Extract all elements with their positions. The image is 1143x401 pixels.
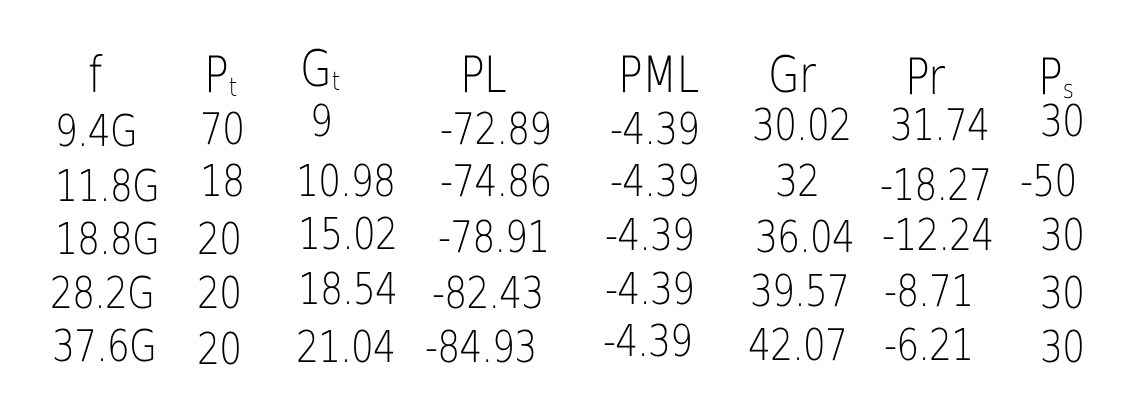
- cell-f: 11.8G: [55, 161, 160, 212]
- header-pr: Pr: [905, 48, 945, 106]
- header-pml: PML: [618, 46, 699, 104]
- cell-pt: 20: [197, 214, 242, 265]
- cell-gt: 10.98: [296, 156, 396, 207]
- cell-pl: -72.89: [440, 104, 552, 155]
- cell-pr: -12.24: [882, 210, 994, 261]
- cell-ps: -50: [1020, 156, 1077, 207]
- cell-pml: -4.39: [610, 104, 700, 155]
- cell-pml: -4.39: [605, 264, 695, 315]
- cell-f: 9.4G: [55, 106, 138, 157]
- header-pl: PL: [460, 46, 507, 104]
- cell-pl: -84.93: [425, 322, 537, 373]
- header-gr: Gr: [768, 46, 816, 104]
- cell-gr: 36.04: [755, 212, 855, 263]
- cell-pml: -4.39: [605, 210, 695, 261]
- cell-pr: -8.71: [884, 266, 974, 317]
- cell-gr: 32: [775, 156, 820, 207]
- cell-pt: 70: [200, 104, 245, 155]
- cell-pr: -6.21: [884, 320, 974, 371]
- cell-gt: 18.54: [298, 264, 398, 315]
- header-pt: Pt: [204, 46, 237, 104]
- cell-pml: -4.39: [610, 156, 700, 207]
- cell-gr: 39.57: [750, 266, 850, 317]
- cell-gt: 21.04: [296, 322, 396, 373]
- cell-gr: 30.02: [752, 100, 852, 151]
- cell-pr: 31.74: [890, 100, 990, 151]
- cell-f: 18.8G: [55, 214, 160, 265]
- cell-gt: 15.02: [298, 209, 398, 260]
- cell-ps: 30: [1040, 96, 1085, 147]
- cell-pt: 20: [197, 268, 242, 319]
- cell-pl: -74.86: [440, 156, 552, 207]
- header-gt: Gt: [300, 40, 340, 98]
- cell-pr: -18.27: [880, 160, 992, 211]
- cell-pml: -4.39: [603, 316, 693, 367]
- header-ps: Ps: [1038, 48, 1074, 106]
- cell-gt: 9: [310, 96, 333, 147]
- cell-pl: -82.43: [432, 268, 544, 319]
- cell-pt: 18: [200, 156, 245, 207]
- cell-ps: 30: [1040, 210, 1085, 261]
- cell-f: 37.6G: [52, 321, 157, 372]
- cell-ps: 30: [1040, 322, 1085, 373]
- cell-gr: 42.07: [748, 320, 848, 371]
- header-f: f: [88, 46, 102, 104]
- cell-f: 28.2G: [50, 268, 155, 319]
- cell-pl: -78.91: [438, 212, 550, 263]
- cell-ps: 30: [1040, 268, 1085, 319]
- cell-pt: 20: [197, 324, 242, 375]
